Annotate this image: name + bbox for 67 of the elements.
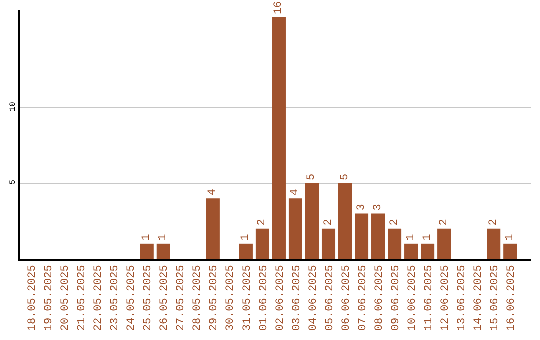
x-tick-label: 06.06.2025 [340,265,353,332]
x-tick-label: 23.05.2025 [110,265,122,332]
bar [288,198,302,259]
x-tick-label: 08.06.2025 [374,265,386,332]
x-tick-label: 30.05.2025 [225,265,238,332]
y-tick-label: 10 [9,102,18,112]
x-tick-label: 18.05.2025 [27,265,40,332]
x-tick-label: 13.06.2025 [456,265,468,332]
bar [256,228,270,259]
bar [239,244,253,259]
bar [388,228,402,259]
data-label: 16 [273,1,286,15]
x-tick-label: 14.06.2025 [472,265,485,332]
bar [305,184,320,259]
x-tick-label: 31.05.2025 [242,265,254,332]
bar [504,244,518,259]
x-tick-label: 12.06.2025 [440,265,452,332]
data-label: 1 [422,234,434,241]
data-label: 5 [306,174,318,181]
bar [322,228,336,259]
bar [487,228,501,259]
data-label: 1 [405,234,418,241]
data-label: 2 [388,219,401,226]
x-tick-label: 27.05.2025 [176,265,188,332]
x-tick-label: 26.05.2025 [159,265,172,332]
x-tick-label: 02.06.2025 [274,265,287,332]
x-tick-label: 24.05.2025 [126,265,138,332]
data-label: 4 [207,188,220,196]
x-tick-label: 20.05.2025 [60,265,72,332]
bar [438,228,452,259]
data-label: 2 [322,219,335,226]
x-tick-label: 28.05.2025 [192,265,204,332]
x-tick-label: 16.06.2025 [506,265,518,332]
data-label: 4 [290,188,302,196]
data-label: 5 [339,174,352,181]
bar [421,244,435,259]
data-label: 1 [504,234,516,241]
x-tick-label: 04.06.2025 [308,265,320,332]
x-tick-label: 22.05.2025 [93,265,106,332]
bar [206,198,220,259]
x-tick-label: 11.06.2025 [423,265,436,332]
bar [404,244,418,259]
x-tick-label: 03.06.2025 [291,265,304,332]
data-label: 1 [158,234,170,241]
bar [372,214,386,259]
bar [355,214,369,259]
bar [338,184,352,259]
x-tick-label: 07.06.2025 [357,265,370,332]
data-label: 2 [488,219,500,226]
bar [140,244,154,259]
bar [156,244,170,259]
x-tick-label: 29.05.2025 [208,265,221,332]
x-tick-label: 01.06.2025 [258,265,270,332]
x-tick-label: 19.05.2025 [44,265,56,332]
x-tick-label: 15.06.2025 [489,265,502,332]
x-tick-label: 05.06.2025 [324,265,336,332]
data-label: 2 [438,219,450,226]
data-label: 3 [356,204,368,211]
data-label: 2 [256,219,269,226]
data-label: 3 [372,204,384,211]
x-tick-label: 10.06.2025 [406,265,419,332]
x-tick-label: 21.05.2025 [76,265,89,332]
data-label: 1 [240,234,252,241]
data-label: 1 [141,234,154,241]
bar [272,18,286,259]
x-tick-label: 09.06.2025 [390,265,402,332]
x-tick-label: 25.05.2025 [142,265,155,332]
